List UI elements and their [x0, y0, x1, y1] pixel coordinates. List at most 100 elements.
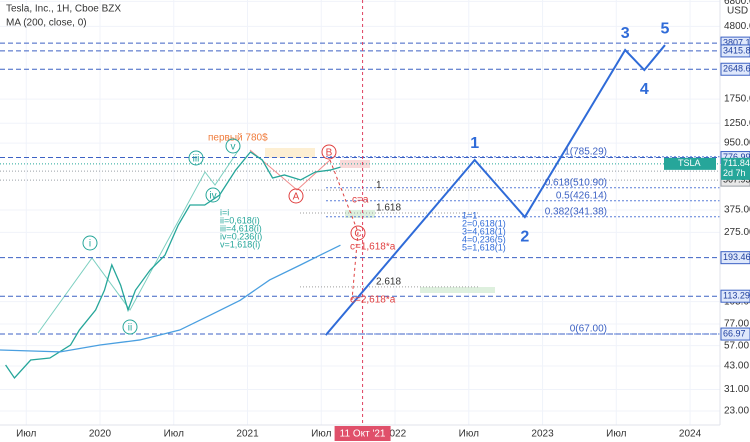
y-tick-label: 375.00 [724, 205, 750, 216]
y-tick-label: 4800.00 [724, 21, 750, 32]
y-tick-label: 275.00 [724, 227, 750, 238]
ratio-label: 4=0,236(5) [462, 234, 506, 244]
wave-label: 2 [520, 228, 529, 245]
fib-label: 0(67.00) [570, 324, 607, 335]
price-tag [720, 251, 750, 265]
wave-label: i [89, 239, 91, 250]
y-tick-label: 43.00 [724, 361, 749, 372]
ratio-label: 2=0,618(1) [462, 218, 506, 228]
price-tag-label: 113.29 [723, 291, 750, 301]
x-tick-label: Июл [16, 429, 36, 440]
price-tag [721, 157, 750, 180]
annotation: c=2,618*a [350, 295, 396, 306]
marks [0, 0, 720, 425]
x-tick-label: 2024 [679, 429, 702, 440]
wave-label: iv [209, 191, 216, 202]
x-tick-label: Июл [459, 429, 479, 440]
price-tag-label: 711.84 [723, 158, 750, 168]
ratio-label: 1=1 [462, 210, 477, 220]
y-tick-label: 1750.00 [724, 94, 750, 105]
y-tick-label: 1250.00 [724, 118, 750, 129]
symbol-label: TSLA [678, 158, 701, 168]
projection-line [329, 159, 359, 233]
series-line [0, 244, 341, 353]
ratio-label: v=1,618(i) [220, 239, 260, 249]
fib-label: 0.5(426.14) [556, 190, 607, 201]
zone [420, 287, 495, 293]
crosshair-label: 11 Окт '21 [340, 429, 386, 440]
wave-path [249, 149, 331, 191]
wave-path [37, 147, 241, 334]
y-tick-label: 6800.00 [724, 0, 750, 7]
wave-circle [82, 235, 98, 251]
wave-label: B [326, 148, 333, 159]
wave-circle [288, 188, 304, 204]
annotation: c=a [352, 195, 369, 206]
series-line [324, 44, 666, 336]
ratio-label: i=i [220, 207, 229, 217]
ratio-label: 3=4,618(1) [462, 226, 506, 236]
ratio-label: iv=0,236(i) [220, 231, 262, 241]
y-tick-label: 23.00 [724, 406, 749, 417]
price-tag-label: 2648.63 [723, 64, 750, 74]
annotation: первый 780$ [208, 133, 268, 144]
x-tick-label: 2022 [384, 429, 407, 440]
zone [265, 148, 315, 158]
annotation: c=1,618*a [350, 242, 396, 253]
price-tag [720, 44, 750, 58]
wave-circle [350, 225, 366, 241]
x-tick-label: Июл [606, 429, 626, 440]
wave-label: v [231, 142, 236, 153]
symbol-tag [664, 157, 716, 170]
ratio-label: iii=4,618(i) [220, 223, 262, 233]
price-tag-label: 66.97 [723, 328, 746, 338]
wave-label: 4 [640, 81, 649, 98]
indicator-label: MA (200, close, 0) [6, 18, 87, 29]
price-tag-label: 193.46 [723, 252, 750, 262]
wave-circle [321, 144, 337, 160]
crosshair-tag [334, 426, 391, 441]
wave-circle [225, 138, 241, 154]
price-tag-label: 3807.14 [723, 37, 750, 47]
fib-label: 0.618(510.90) [545, 177, 607, 188]
wave-label: 1 [470, 135, 479, 152]
wave-circle [122, 319, 138, 335]
currency: USD [727, 6, 748, 17]
x-tick-label: Июл [164, 429, 184, 440]
annotations: 1 1.618 2.618 1(785.29) 0.618(510.90) 0.5(426… [82, 20, 670, 335]
wave-label: 5 [661, 20, 670, 37]
x-tick-label: 2020 [89, 429, 112, 440]
y-tick-label: 77.00 [724, 319, 749, 330]
fib-label: 1 [376, 180, 382, 191]
ratio-label: 5=1,618(1) [462, 242, 506, 252]
y-tick-label: 57.00 [724, 340, 749, 351]
countdown: 2d 7h [723, 168, 746, 178]
fib-label: 1.618 [376, 203, 401, 214]
zone [345, 210, 375, 218]
y-tick-label: 950.00 [724, 138, 750, 149]
x-tick-label: Июл [311, 429, 331, 440]
wave-circle [205, 187, 221, 203]
wave-label: ii [128, 323, 132, 334]
price-tag [720, 62, 750, 76]
projection-line [351, 231, 359, 301]
price-tag-label: 776.99 [723, 152, 750, 162]
fib-label: 2.618 [376, 276, 401, 287]
chart-title: Tesla, Inc., 1H, Cboe BZX [6, 4, 121, 15]
price-tag [720, 289, 750, 303]
series-line [5, 151, 341, 380]
wave-label: A [293, 192, 300, 203]
wave-label: 3 [621, 25, 630, 42]
wave-label: C [354, 229, 361, 240]
wave-circle [188, 150, 204, 166]
fib-label: 0.382(341.38) [545, 206, 607, 217]
x-tick-label: 2023 [531, 429, 554, 440]
fib-label: 1(785.29) [564, 146, 607, 157]
wave-label: iii [193, 154, 200, 165]
price-tag-label: 3415.80 [723, 45, 750, 55]
x-tick-label: 2021 [236, 429, 259, 440]
price-tag [720, 327, 750, 341]
ratio-label: ii=0,618(i) [220, 215, 260, 225]
